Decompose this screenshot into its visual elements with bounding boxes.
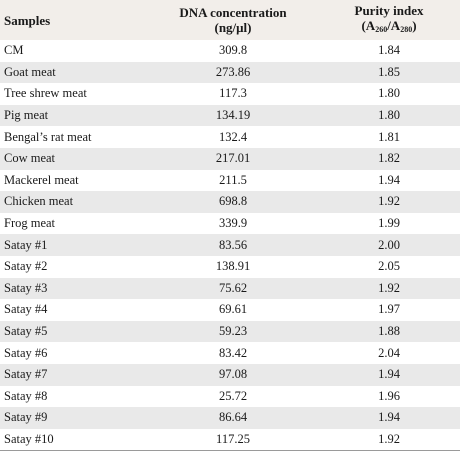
table-row: Tree shrew meat 117.3 1.80 [0,83,460,105]
cell-sample: Bengal’s rat meat [4,129,92,144]
table-row: Pig meat 134.19 1.80 [0,104,460,127]
header-dna-concentration: DNA concentration (ng/μl) [148,0,318,40]
table-row: Frog meat 339.9 1.99 [0,212,460,235]
header-purity-index: Purity index (A260/A280) [318,0,460,40]
header-samples: Samples [4,12,51,28]
cell-purity-index: 1.92 [378,194,400,209]
cell-sample: Satay #3 [4,280,48,295]
cell-sample: Frog meat [4,216,56,231]
cell-dna-concentration: 273.86 [215,64,251,79]
cell-sample: Satay #1 [4,237,48,252]
cell-sample: Satay #6 [4,345,48,360]
table-row: Satay #3 75.62 1.92 [0,277,460,300]
table-row: Satay #10 117.25 1.92 [0,428,460,451]
cell-dna-concentration: 59.23 [218,324,248,339]
header-purity-ratio: (A260/A280) [361,18,417,34]
cell-purity-index: 1.97 [378,302,400,317]
cell-sample: Mackerel meat [4,172,79,187]
cell-dna-concentration: 83.56 [218,237,248,252]
table-row: Satay #5 59.23 1.88 [0,320,460,343]
table-body: CM 309.8 1.84 Goat meat 273.86 1.85 Tree shrew… [0,40,460,451]
cell-purity-index: 1.80 [378,108,400,123]
table-header: Samples DNA concentration (ng/μl) Purity… [0,0,460,40]
table-row: CM 309.8 1.84 [0,40,460,62]
table-row: Satay #4 69.61 1.97 [0,299,460,321]
cell-purity-index: 1.85 [378,64,400,79]
cell-sample: Satay #8 [4,388,48,403]
table-row: Goat meat 273.86 1.85 [0,61,460,84]
table-row: Satay #2 138.91 2.05 [0,255,460,278]
cell-sample: Satay #5 [4,324,48,339]
cell-dna-concentration: 83.42 [218,345,248,360]
cell-dna-concentration: 86.64 [218,410,248,425]
cell-dna-concentration: 117.3 [219,86,247,101]
cell-sample: Satay #9 [4,410,48,425]
table-row: Satay #1 83.56 2.00 [0,234,460,256]
cell-dna-concentration: 339.9 [218,216,248,231]
cell-purity-index: 1.88 [378,324,400,339]
cell-purity-index: 1.94 [378,367,400,382]
cell-sample: Satay #2 [4,259,48,274]
table-row: Satay #8 25.72 1.96 [0,385,460,408]
cell-purity-index: 1.84 [378,43,400,58]
header-dna-line1: DNA concentration [179,5,287,20]
cell-dna-concentration: 132.4 [218,129,248,144]
cell-dna-concentration: 309.8 [218,43,248,58]
cell-purity-index: 1.94 [378,410,400,425]
table-row: Satay #7 97.08 1.94 [0,363,460,386]
cell-dna-concentration: 25.72 [218,388,248,403]
cell-sample: Cow meat [4,151,56,166]
cell-dna-concentration: 138.91 [215,259,251,274]
cell-purity-index: 1.94 [378,172,400,187]
table-row: Satay #6 83.42 2.04 [0,342,460,364]
cell-purity-index: 2.05 [378,259,400,274]
table-row: Bengal’s rat meat 132.4 1.81 [0,126,460,148]
cell-purity-index: 1.92 [378,280,400,295]
cell-sample: Tree shrew meat [4,86,87,101]
table-row: Satay #9 86.64 1.94 [0,407,460,429]
cell-sample: Satay #4 [4,302,48,317]
cell-purity-index: 2.00 [378,237,400,252]
cell-purity-index: 1.92 [378,431,400,446]
cell-sample: Satay #7 [4,367,48,382]
cell-dna-concentration: 97.08 [218,367,248,382]
cell-dna-concentration: 217.01 [215,151,251,166]
table-row: Mackerel meat 211.5 1.94 [0,169,460,192]
table-row: Chicken meat 698.8 1.92 [0,191,460,213]
cell-dna-concentration: 69.61 [218,302,248,317]
cell-sample: CM [4,43,24,58]
cell-purity-index: 1.82 [378,151,400,166]
cell-sample: Chicken meat [4,194,74,209]
cell-dna-concentration: 698.8 [218,194,248,209]
cell-purity-index: 1.81 [378,129,400,144]
table-row: Cow meat 217.01 1.82 [0,147,460,170]
cell-dna-concentration: 134.19 [215,108,251,123]
cell-purity-index: 1.96 [378,388,400,403]
cell-purity-index: 1.99 [378,216,400,231]
cell-dna-concentration: 211.5 [219,172,247,187]
header-purity-line1: Purity index [354,3,424,18]
cell-sample: Goat meat [4,64,56,79]
cell-purity-index: 2.04 [378,345,400,360]
cell-dna-concentration: 117.25 [216,431,250,446]
header-dna-line2: (ng/μl) [214,20,252,35]
cell-dna-concentration: 75.62 [218,280,248,295]
cell-sample: Satay #10 [4,431,54,446]
cell-sample: Pig meat [4,108,49,123]
cell-purity-index: 1.80 [378,86,400,101]
header-row: Samples DNA concentration (ng/μl) Purity… [0,0,460,40]
